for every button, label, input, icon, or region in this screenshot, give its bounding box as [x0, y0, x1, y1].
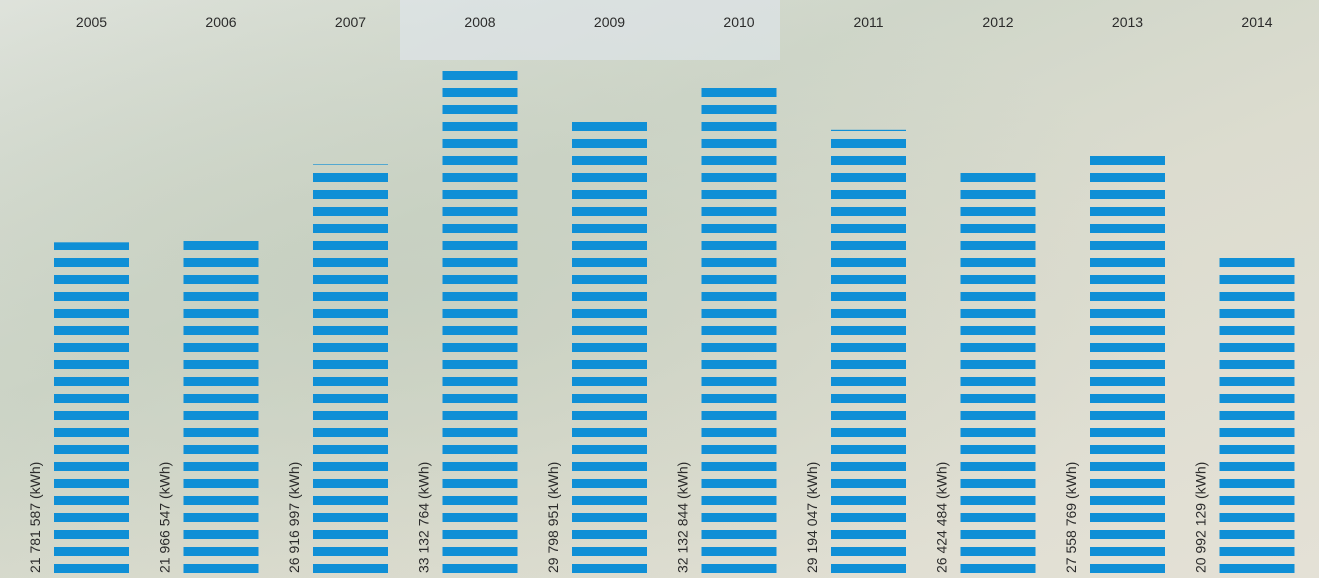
value-label: 29 194 047 (kWh) — [804, 462, 820, 573]
value-label: 21 966 547 (kWh) — [157, 462, 173, 573]
page: 2005 21 781 587 (kWh) 2006 21 966 547 (kWh)… — [0, 0, 1319, 578]
value-label: 20 992 129 (kWh) — [1193, 462, 1209, 573]
bar — [831, 130, 906, 573]
value-label: 26 424 484 (kWh) — [934, 462, 950, 573]
year-label: 2008 — [464, 14, 495, 30]
year-label: 2010 — [723, 14, 754, 30]
bar — [961, 172, 1036, 573]
year-label: 2014 — [1241, 14, 1272, 30]
bar — [1220, 254, 1295, 573]
value-label: 29 798 951 (kWh) — [545, 462, 561, 573]
bar — [702, 85, 777, 573]
year-label: 2007 — [335, 14, 366, 30]
bar — [443, 70, 518, 573]
value-label: 27 558 769 (kWh) — [1063, 462, 1079, 573]
background-lake — [400, 0, 780, 60]
year-label: 2009 — [594, 14, 625, 30]
value-label: 33 132 764 (kWh) — [416, 462, 432, 573]
year-label: 2011 — [853, 14, 883, 30]
bar — [54, 242, 129, 573]
value-label: 21 781 587 (kWh) — [27, 462, 43, 573]
bar — [184, 240, 259, 573]
bar — [313, 164, 388, 573]
chart: 2005 21 781 587 (kWh) 2006 21 966 547 (kWh)… — [0, 0, 1319, 578]
year-label: 2013 — [1112, 14, 1143, 30]
value-label: 26 916 997 (kWh) — [286, 462, 302, 573]
bar — [1090, 155, 1165, 573]
value-label: 32 132 844 (kWh) — [675, 462, 691, 573]
year-label: 2005 — [76, 14, 107, 30]
bar — [572, 121, 647, 573]
year-label: 2012 — [982, 14, 1013, 30]
year-label: 2006 — [205, 14, 236, 30]
